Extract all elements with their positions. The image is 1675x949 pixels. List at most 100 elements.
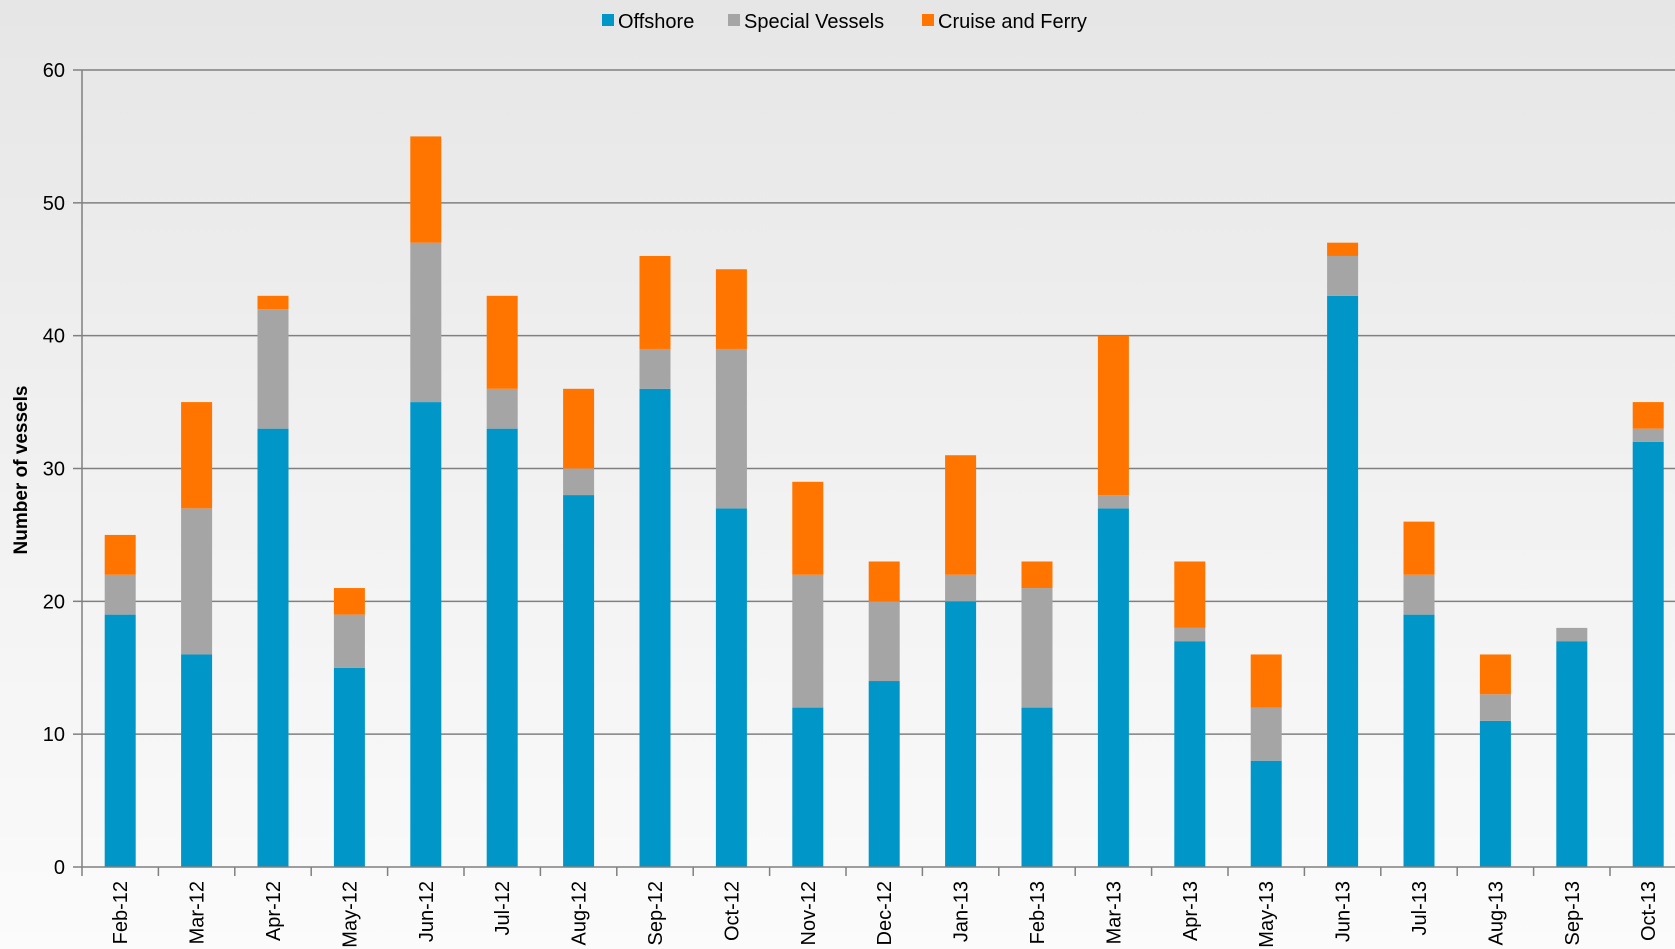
bar-segment-special-vessels — [1327, 255, 1359, 296]
bar-segment-special-vessels — [1250, 707, 1282, 761]
bar-segment-offshore — [1556, 641, 1588, 867]
x-tick-label: Nov-12 — [798, 881, 820, 945]
bar-segment-offshore — [639, 388, 671, 867]
bar-segment-special-vessels — [715, 348, 747, 509]
x-tick-label: Sep-12 — [645, 881, 667, 946]
legend-label: Offshore — [618, 11, 694, 33]
bar-segment-offshore — [104, 614, 136, 867]
bar-segment-special-vessels — [1403, 574, 1435, 615]
bar-segment-cruise-and-ferry — [1021, 561, 1053, 589]
bar-segment-special-vessels — [486, 388, 518, 429]
legend-swatch — [922, 14, 934, 26]
bar-segment-special-vessels — [563, 468, 595, 496]
bar-segment-special-vessels — [104, 574, 136, 615]
y-tick-label: 60 — [43, 60, 65, 82]
y-axis-title: Number of vessels — [11, 386, 32, 555]
bar-segment-special-vessels — [1097, 495, 1129, 509]
bar-segment-cruise-and-ferry — [410, 136, 442, 243]
legend-swatch — [602, 14, 614, 26]
bar-segment-cruise-and-ferry — [333, 588, 365, 615]
bar-segment-offshore — [486, 428, 518, 867]
tick-labels: 0 10 20 30 40 50 60 Feb-12 Mar-12 Apr-12 May-12 Jun… — [43, 60, 1660, 948]
bar-segment-cruise-and-ferry — [486, 295, 518, 389]
x-tick-label: Aug-13 — [1485, 881, 1507, 946]
x-tick-label: May-12 — [339, 881, 361, 948]
y-tick-label: 10 — [43, 724, 65, 746]
axes — [73, 69, 1675, 876]
bar-segment-special-vessels — [333, 614, 365, 668]
x-tick-label: Jun-13 — [1333, 881, 1355, 942]
bar-segment-special-vessels — [410, 242, 442, 403]
bar-segment-special-vessels — [1632, 428, 1664, 442]
bar-segment-offshore — [1097, 508, 1129, 867]
x-tick-label: May-13 — [1256, 881, 1278, 948]
x-tick-label: Mar-13 — [1103, 881, 1125, 944]
bar-segment-offshore — [333, 667, 365, 867]
x-tick-label: Sep-13 — [1562, 881, 1584, 946]
legend-label: Cruise and Ferry — [938, 11, 1087, 33]
bar-segment-cruise-and-ferry — [1250, 654, 1282, 708]
x-tick-label: Apr-13 — [1180, 881, 1202, 941]
bar-segment-special-vessels — [257, 309, 289, 429]
y-tick-label: 50 — [43, 193, 65, 215]
x-tick-label: Jan-13 — [951, 881, 973, 942]
bar-segment-special-vessels — [181, 508, 213, 655]
x-tick-label: Apr-12 — [263, 881, 285, 941]
y-tick-label: 40 — [43, 326, 65, 348]
bar-segment-special-vessels — [792, 574, 824, 708]
bar-segment-special-vessels — [1556, 627, 1588, 642]
bar-segment-cruise-and-ferry — [1479, 654, 1511, 695]
bar-segment-offshore — [563, 495, 595, 867]
x-tick-label: Jul-12 — [492, 881, 514, 935]
x-tick-label: Aug-12 — [569, 881, 591, 946]
bar-segment-cruise-and-ferry — [563, 388, 595, 469]
bar-segment-cruise-and-ferry — [868, 561, 900, 602]
bar-segment-cruise-and-ferry — [257, 295, 289, 310]
bar-segment-offshore — [257, 428, 289, 867]
x-tick-label: Oct-12 — [721, 881, 743, 941]
bar-segment-cruise-and-ferry — [1403, 521, 1435, 575]
bar-segment-cruise-and-ferry — [181, 402, 213, 509]
bar-segment-cruise-and-ferry — [1327, 242, 1359, 256]
bar-segment-offshore — [792, 707, 824, 867]
bar-segment-cruise-and-ferry — [1632, 402, 1664, 429]
bar-segment-offshore — [410, 402, 442, 867]
bar-segment-offshore — [1250, 760, 1282, 867]
bar-segment-special-vessels — [868, 601, 900, 682]
bar-segment-special-vessels — [1174, 627, 1206, 642]
legend-swatch — [728, 14, 740, 26]
bar-segment-cruise-and-ferry — [104, 534, 136, 575]
x-tick-label: Feb-13 — [1027, 881, 1049, 944]
bar-segment-cruise-and-ferry — [792, 481, 824, 575]
legend: Offshore Special Vessels Cruise and Ferry — [602, 11, 1087, 33]
bar-group — [104, 136, 1664, 868]
x-tick-label: Mar-12 — [187, 881, 209, 944]
bar-segment-offshore — [1021, 707, 1053, 867]
y-tick-label: 20 — [43, 591, 65, 613]
y-tick-label: 30 — [43, 459, 65, 481]
bar-segment-offshore — [1327, 295, 1359, 868]
bar-segment-cruise-and-ferry — [639, 255, 671, 349]
legend-label: Special Vessels — [744, 11, 884, 33]
x-tick-label: Jul-13 — [1409, 881, 1431, 935]
bar-segment-offshore — [715, 508, 747, 867]
bar-segment-special-vessels — [1021, 588, 1053, 708]
bar-segment-offshore — [181, 654, 213, 867]
bar-segment-cruise-and-ferry — [1097, 335, 1129, 496]
bar-segment-cruise-and-ferry — [1174, 561, 1206, 628]
x-tick-label: Feb-12 — [110, 881, 132, 944]
bar-segment-special-vessels — [1479, 694, 1511, 721]
x-tick-label: Dec-12 — [874, 881, 896, 945]
bar-segment-offshore — [945, 601, 977, 867]
bar-segment-offshore — [1403, 614, 1435, 867]
x-tick-label: Jun-12 — [416, 881, 438, 942]
x-tick-label: Oct-13 — [1638, 881, 1660, 941]
bar-segment-offshore — [1479, 720, 1511, 867]
bar-segment-cruise-and-ferry — [715, 269, 747, 349]
bar-segment-special-vessels — [639, 348, 671, 389]
bar-segment-offshore — [868, 681, 900, 867]
bar-segment-special-vessels — [945, 574, 977, 602]
bar-segment-offshore — [1632, 441, 1664, 867]
